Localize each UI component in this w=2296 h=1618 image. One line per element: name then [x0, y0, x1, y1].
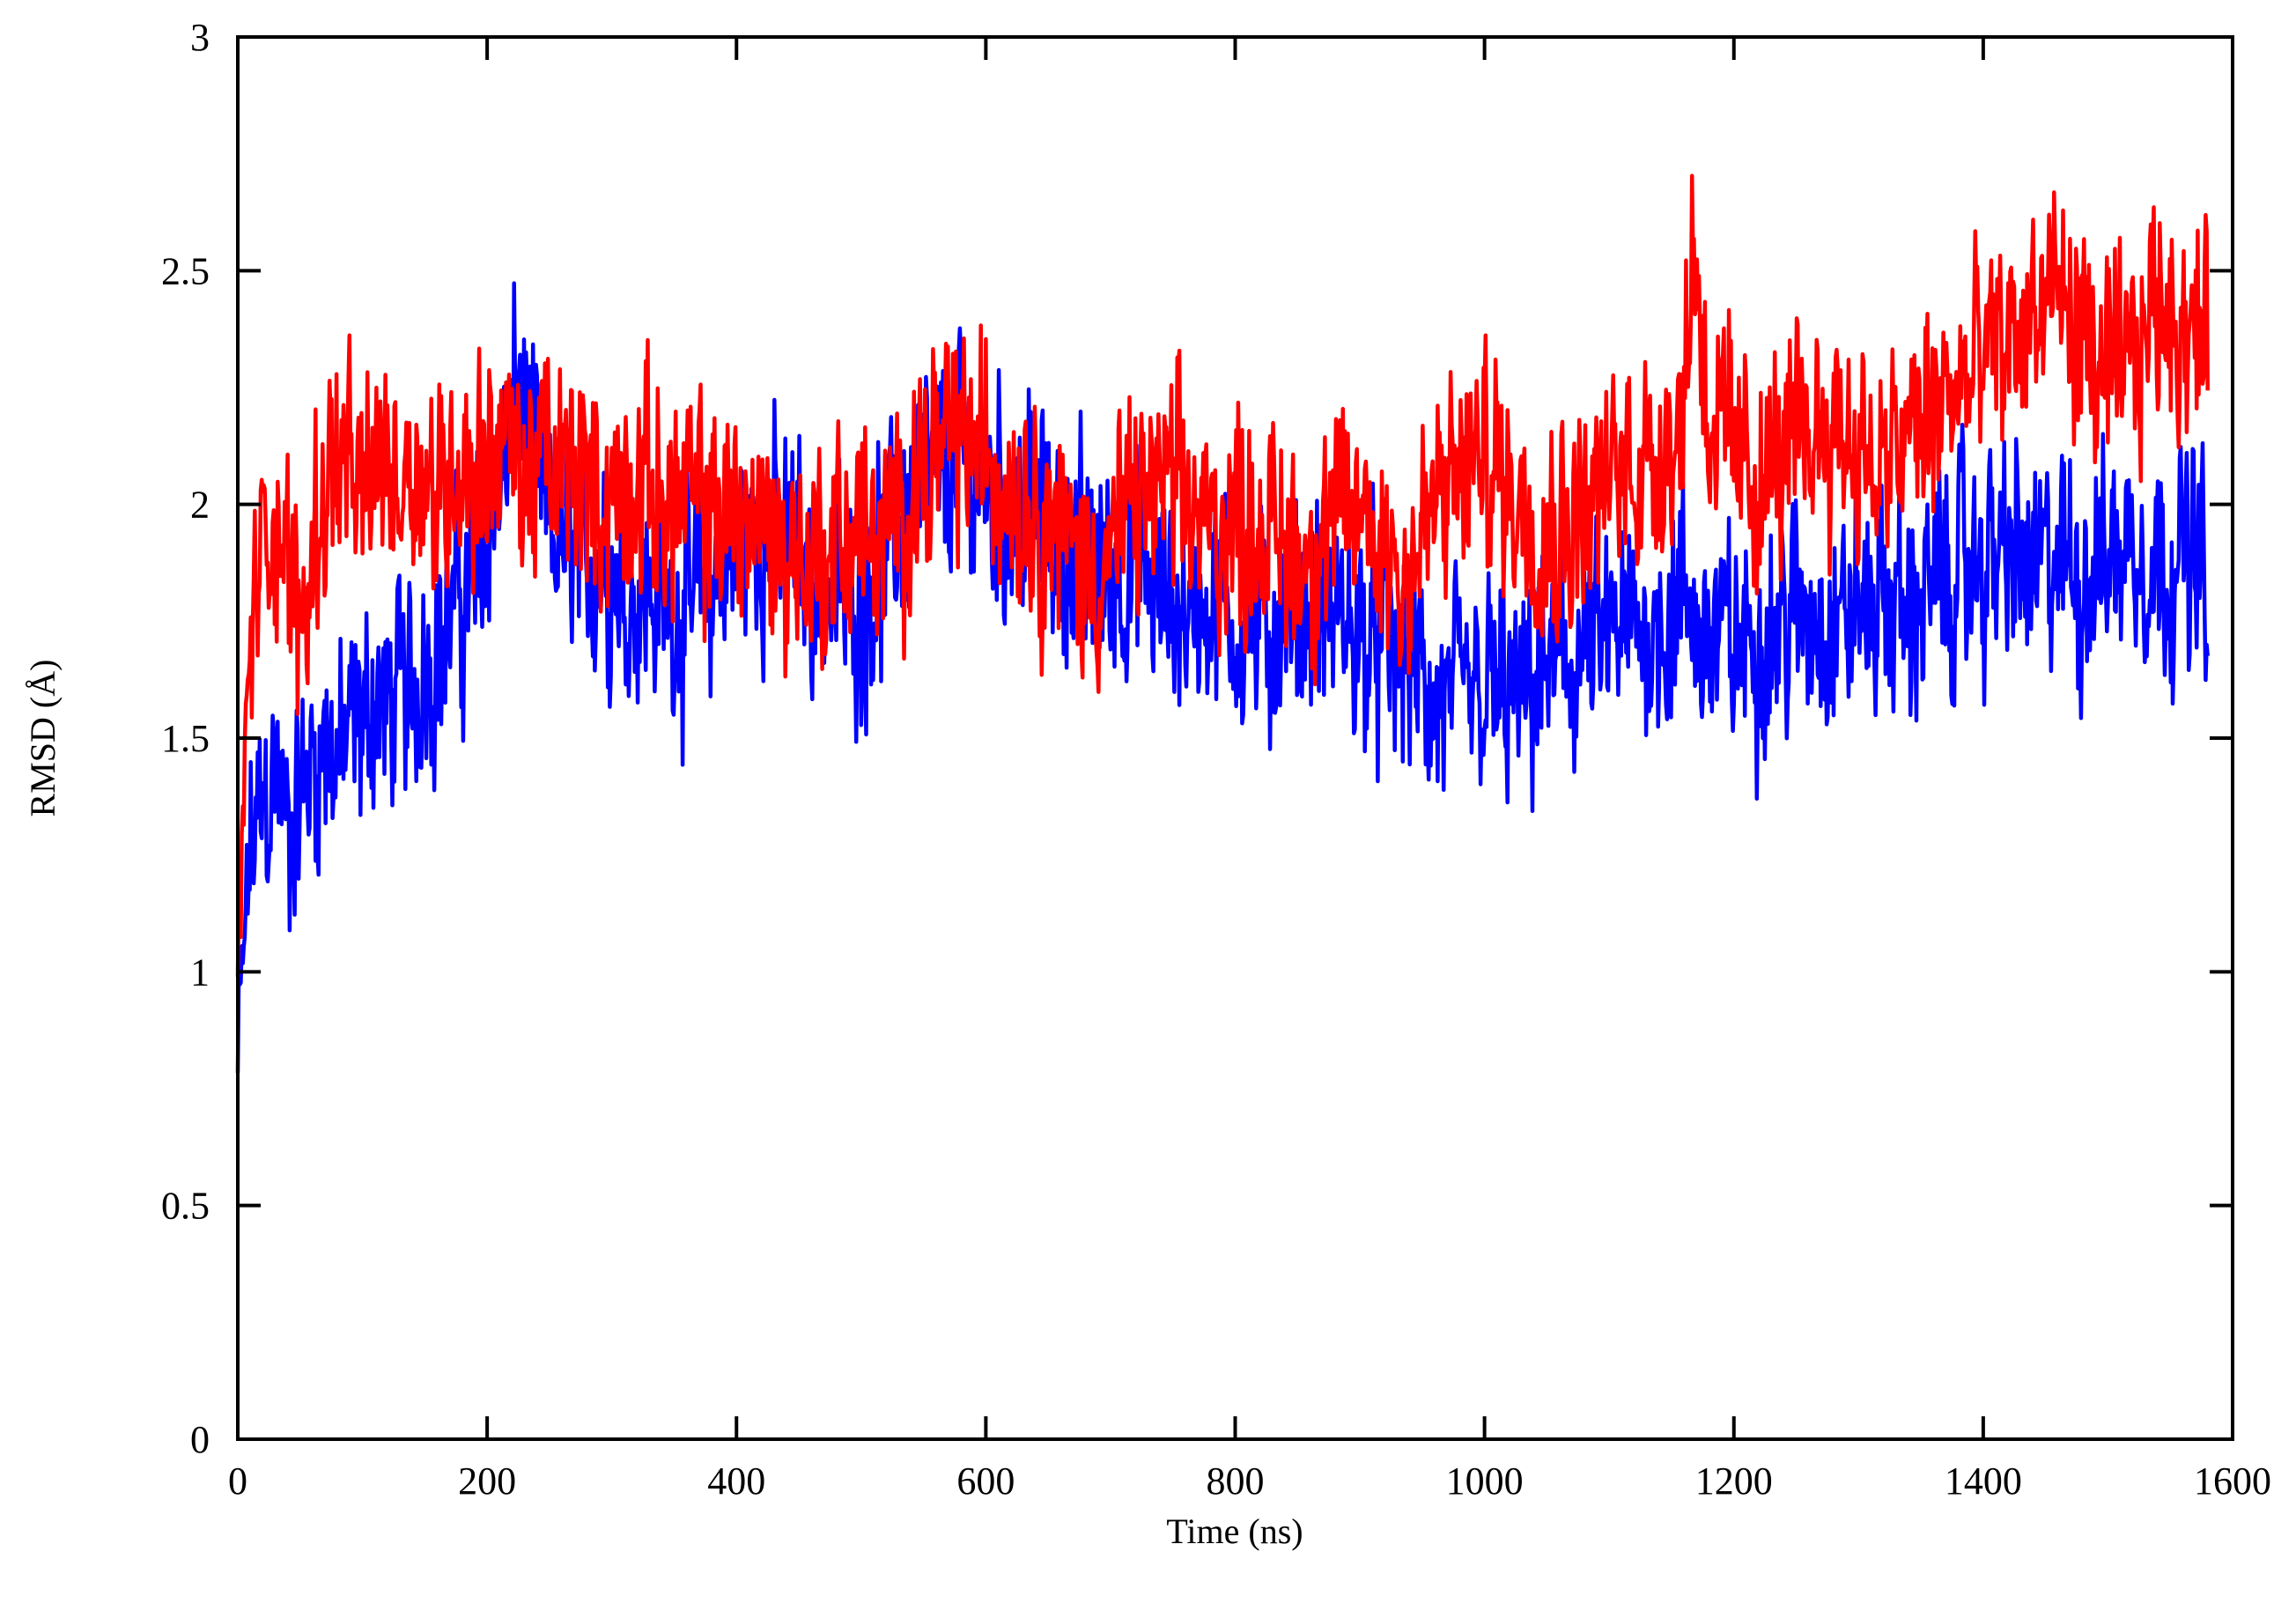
x-tick-label: 400 [707, 1459, 765, 1503]
x-tick-label: 200 [458, 1459, 516, 1503]
y-tick-label: 2 [190, 484, 210, 527]
tick-labels: 0 200 400 600 800 1000 1200 1400 1600 0 0.5 1 1.5 2 2.… [161, 16, 2271, 1503]
x-tick-label: 0 [228, 1459, 247, 1503]
y-tick-label: 0 [190, 1418, 210, 1461]
y-tick-label: 2.5 [161, 249, 210, 292]
x-axis-title: Time (ns) [1166, 1511, 1303, 1551]
y-tick-label: 1.5 [161, 717, 210, 760]
y-tick-label: 1 [190, 950, 210, 994]
plot-frame [236, 35, 2234, 1441]
x-tick-label: 1000 [1446, 1459, 1524, 1503]
y-tick-label: 0.5 [161, 1185, 210, 1228]
x-tick-label: 1600 [2194, 1459, 2271, 1503]
y-axis-title: RMSD (Å) [23, 660, 63, 817]
x-tick-label: 800 [1207, 1459, 1265, 1503]
x-tick-label: 1400 [1945, 1459, 2022, 1503]
series-line-2 [235, 174, 2210, 977]
series-layer [235, 174, 2210, 1074]
x-tick-label: 600 [956, 1459, 1015, 1503]
ticks-layer [236, 35, 2234, 1441]
x-tick-label: 1200 [1695, 1459, 1773, 1503]
y-tick-label: 3 [190, 16, 210, 59]
